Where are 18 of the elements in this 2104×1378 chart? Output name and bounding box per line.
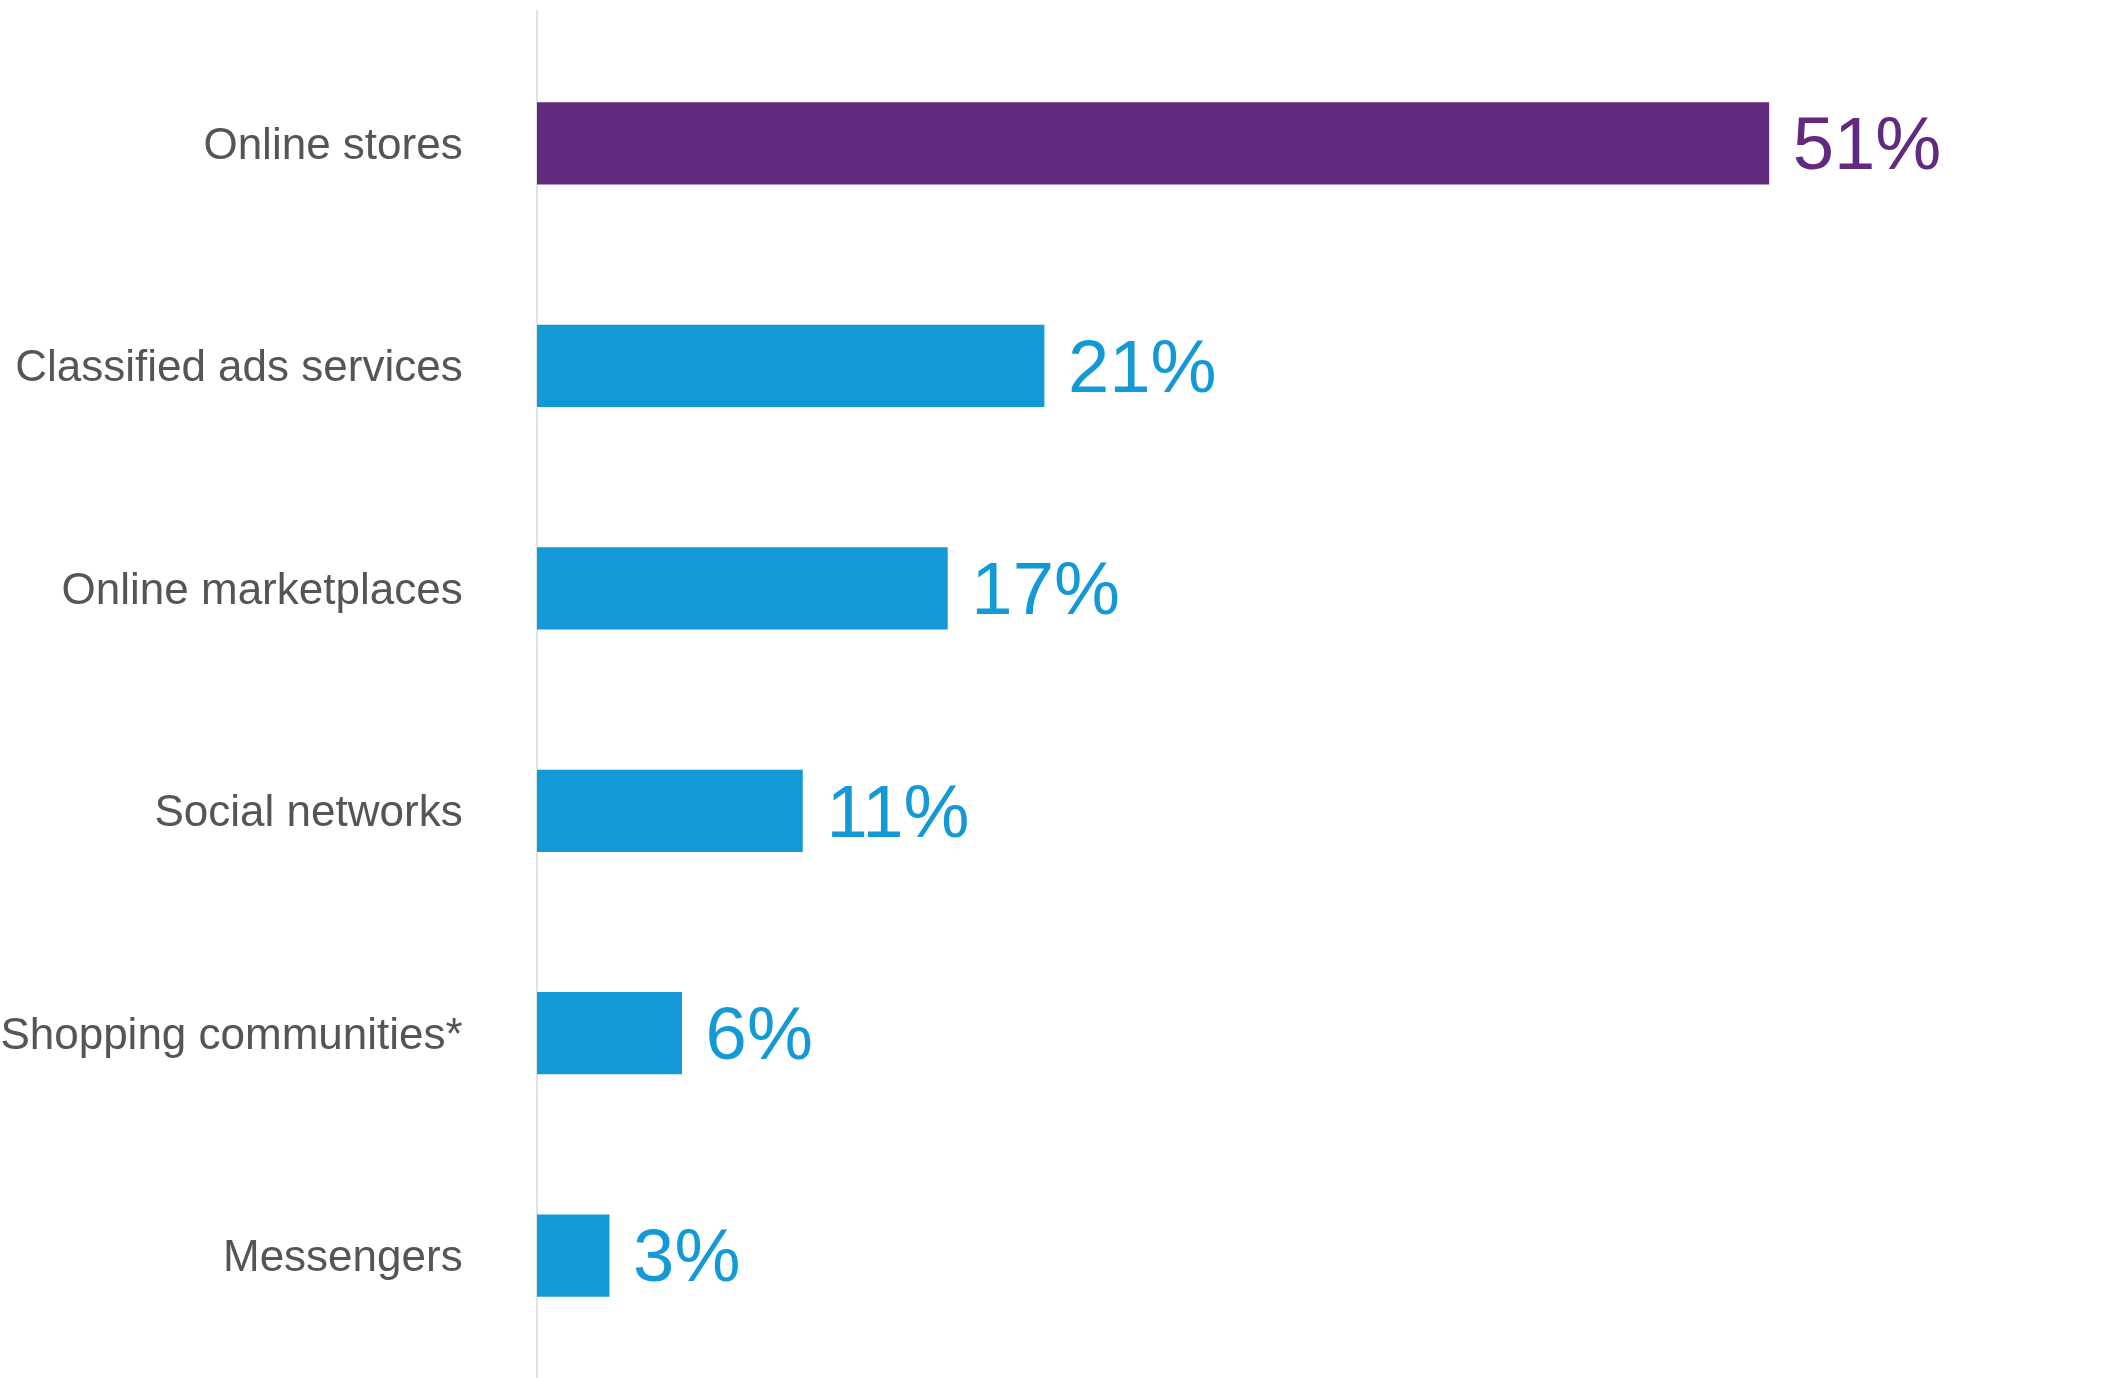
y-tick-label: Online marketplaces: [61, 563, 536, 613]
y-tick-label: Online stores: [203, 118, 536, 168]
data-label: 21%: [1047, 324, 1217, 408]
bar: [537, 992, 682, 1075]
bar: [537, 547, 948, 630]
data-label: 11%: [805, 769, 970, 853]
data-label: 51%: [1772, 102, 1942, 186]
data-label: 17%: [950, 547, 1120, 631]
y-tick-label: Classified ads services: [15, 341, 536, 391]
y-tick-label: Messengers: [222, 1231, 536, 1281]
y-tick-label: Social networks: [154, 786, 536, 836]
bar: [537, 324, 1045, 408]
bar: [537, 769, 803, 852]
y-tick-label: Shopping communities*: [0, 1008, 536, 1058]
data-label: 3%: [612, 1214, 741, 1298]
bar: [537, 102, 1770, 185]
data-label: 6%: [684, 992, 813, 1076]
bar: [537, 1214, 610, 1297]
